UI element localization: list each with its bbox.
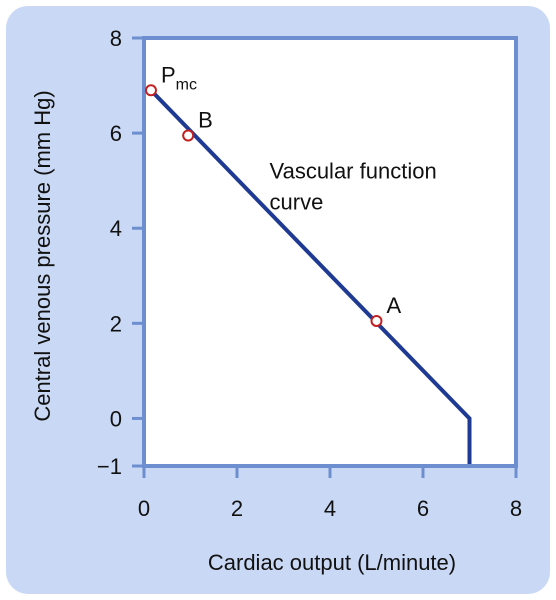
y-tick-label: 6 (110, 121, 122, 146)
plot-area (144, 38, 516, 466)
y-tick-label: 2 (110, 311, 122, 336)
x-tick-label: 6 (417, 496, 429, 521)
y-tick-label: −1 (97, 454, 122, 479)
x-tick-label: 2 (231, 496, 243, 521)
y-tick-label: 0 (110, 406, 122, 431)
x-axis-title: Cardiac output (L/minute) (208, 550, 456, 575)
plot-frame (142, 36, 518, 468)
point-marker-a (370, 314, 383, 327)
point-marker-b (182, 129, 195, 142)
y-tick-label: 4 (110, 216, 122, 241)
curve-annotation: Vascular function curve (270, 158, 437, 214)
x-tick-label: 4 (324, 496, 336, 521)
y-tick-label: 8 (110, 26, 122, 51)
x-tick-label: 0 (138, 496, 150, 521)
x-tick-label: 8 (510, 496, 522, 521)
point-marker-p (144, 84, 157, 97)
vascular-function-curve (149, 88, 472, 466)
point-label-a: A (387, 293, 402, 318)
point-label-b: B (198, 107, 213, 132)
point-label-p: Pmc (161, 62, 197, 93)
y-axis-title: Central venous pressure (mm Hg) (30, 90, 55, 421)
figure-panel: 0 2 4 6 8 −1 0 2 4 6 8 Pmc B A Vascular function curv… (6, 6, 550, 594)
